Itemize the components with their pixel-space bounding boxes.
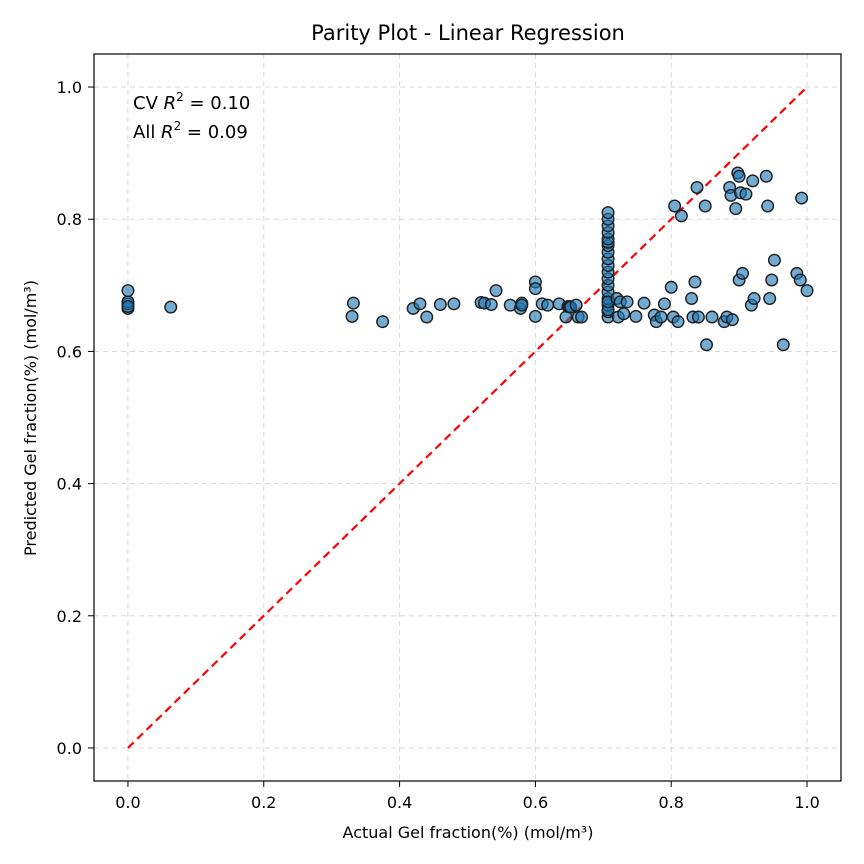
grid-lines [94, 54, 841, 781]
scatter-point [629, 309, 643, 323]
scatter-point [691, 310, 705, 324]
x-axis-label: Actual Gel fraction(%) (mol/m³) [343, 823, 594, 842]
plot-frame [93, 53, 842, 782]
scatter-point [705, 310, 719, 324]
scatter-point [767, 253, 781, 267]
scatter-point [759, 169, 773, 183]
scatter-point [690, 181, 704, 195]
cv-exponent: 2 [176, 90, 184, 104]
scatter-point [795, 191, 809, 205]
x-tick-label: 0.8 [659, 793, 684, 812]
scatter-point [664, 280, 678, 294]
scatter-point [761, 199, 775, 213]
scatter-point [413, 297, 427, 311]
scatter-point [489, 284, 503, 298]
scatter-point [346, 296, 360, 310]
y-tick-label: 0.2 [57, 607, 82, 626]
scatter-point [776, 338, 790, 352]
scatter-point [515, 298, 529, 312]
x-axis-ticks: 0.0 0.2 0.4 0.6 0.8 1.0 [115, 781, 820, 812]
scatter-point [657, 297, 671, 311]
scatter-point [700, 338, 714, 352]
scatter-point [685, 292, 699, 306]
scatter-point [732, 169, 746, 183]
scatter-point [671, 315, 685, 329]
y-tick-label: 0.8 [57, 210, 82, 229]
x-tick-label: 1.0 [794, 793, 819, 812]
scatter-point [620, 295, 634, 309]
x-tick-label: 0.2 [251, 793, 276, 812]
scatter-point [484, 297, 498, 311]
parity-line-layer [127, 86, 808, 749]
y-tick-label: 1.0 [57, 78, 82, 97]
scatter-point [376, 315, 390, 329]
scatter-point [746, 174, 760, 188]
scatter-point [800, 284, 814, 298]
scatter-point [433, 297, 447, 311]
all-exponent: 2 [174, 119, 182, 133]
all-value: = 0.09 [181, 122, 248, 143]
scatter-point [725, 313, 739, 327]
y-tick-label: 0.0 [57, 739, 82, 758]
scatter-point [345, 309, 359, 323]
scatter-point [601, 206, 615, 220]
scatter-point [736, 266, 750, 280]
scatter-point [617, 307, 631, 321]
cv-r-symbol: R [164, 93, 177, 114]
scatter-point [765, 273, 779, 287]
cv-r2-annotation: CV R2 = 0.10 [133, 90, 250, 114]
scatter-points [121, 166, 814, 352]
scatter-point [763, 292, 777, 306]
scatter-point [668, 199, 682, 213]
scatter-point [793, 273, 807, 287]
scatter-point [747, 292, 761, 306]
scatter-point [420, 310, 434, 324]
scatter-point [164, 300, 178, 314]
scatter-point [674, 209, 688, 223]
scatter-point [541, 298, 555, 312]
x-tick-label: 0.0 [115, 793, 140, 812]
scatter-point [637, 296, 651, 310]
scatter-point [654, 310, 668, 324]
scatter-point [528, 309, 542, 323]
cv-prefix: CV [133, 93, 164, 114]
chart-title: Parity Plot - Linear Regression [311, 21, 625, 45]
scatter-point [698, 199, 712, 213]
x-tick-label: 0.4 [387, 793, 412, 812]
scatter-point [739, 187, 753, 201]
scatter-point [121, 284, 135, 298]
scatter-point [447, 297, 461, 311]
y-tick-label: 0.6 [57, 342, 82, 361]
scatter-point [575, 310, 589, 324]
all-r2-annotation: All R2 = 0.09 [133, 119, 248, 143]
y-tick-label: 0.4 [57, 475, 82, 494]
scatter-point [528, 282, 542, 296]
y-axis-label: Predicted Gel fraction(%) (mol/m³) [21, 280, 40, 556]
all-r-symbol: R [161, 122, 174, 143]
all-prefix: All [133, 122, 161, 143]
cv-value: = 0.10 [184, 93, 251, 114]
parity-line [127, 86, 808, 749]
y-axis-ticks: 0.0 0.2 0.4 0.6 0.8 1.0 [57, 78, 94, 758]
scatter-point [729, 202, 743, 216]
scatter-point [688, 275, 702, 289]
x-tick-label: 0.6 [523, 793, 548, 812]
scatter-point [569, 298, 583, 312]
scatter-point [121, 299, 135, 313]
